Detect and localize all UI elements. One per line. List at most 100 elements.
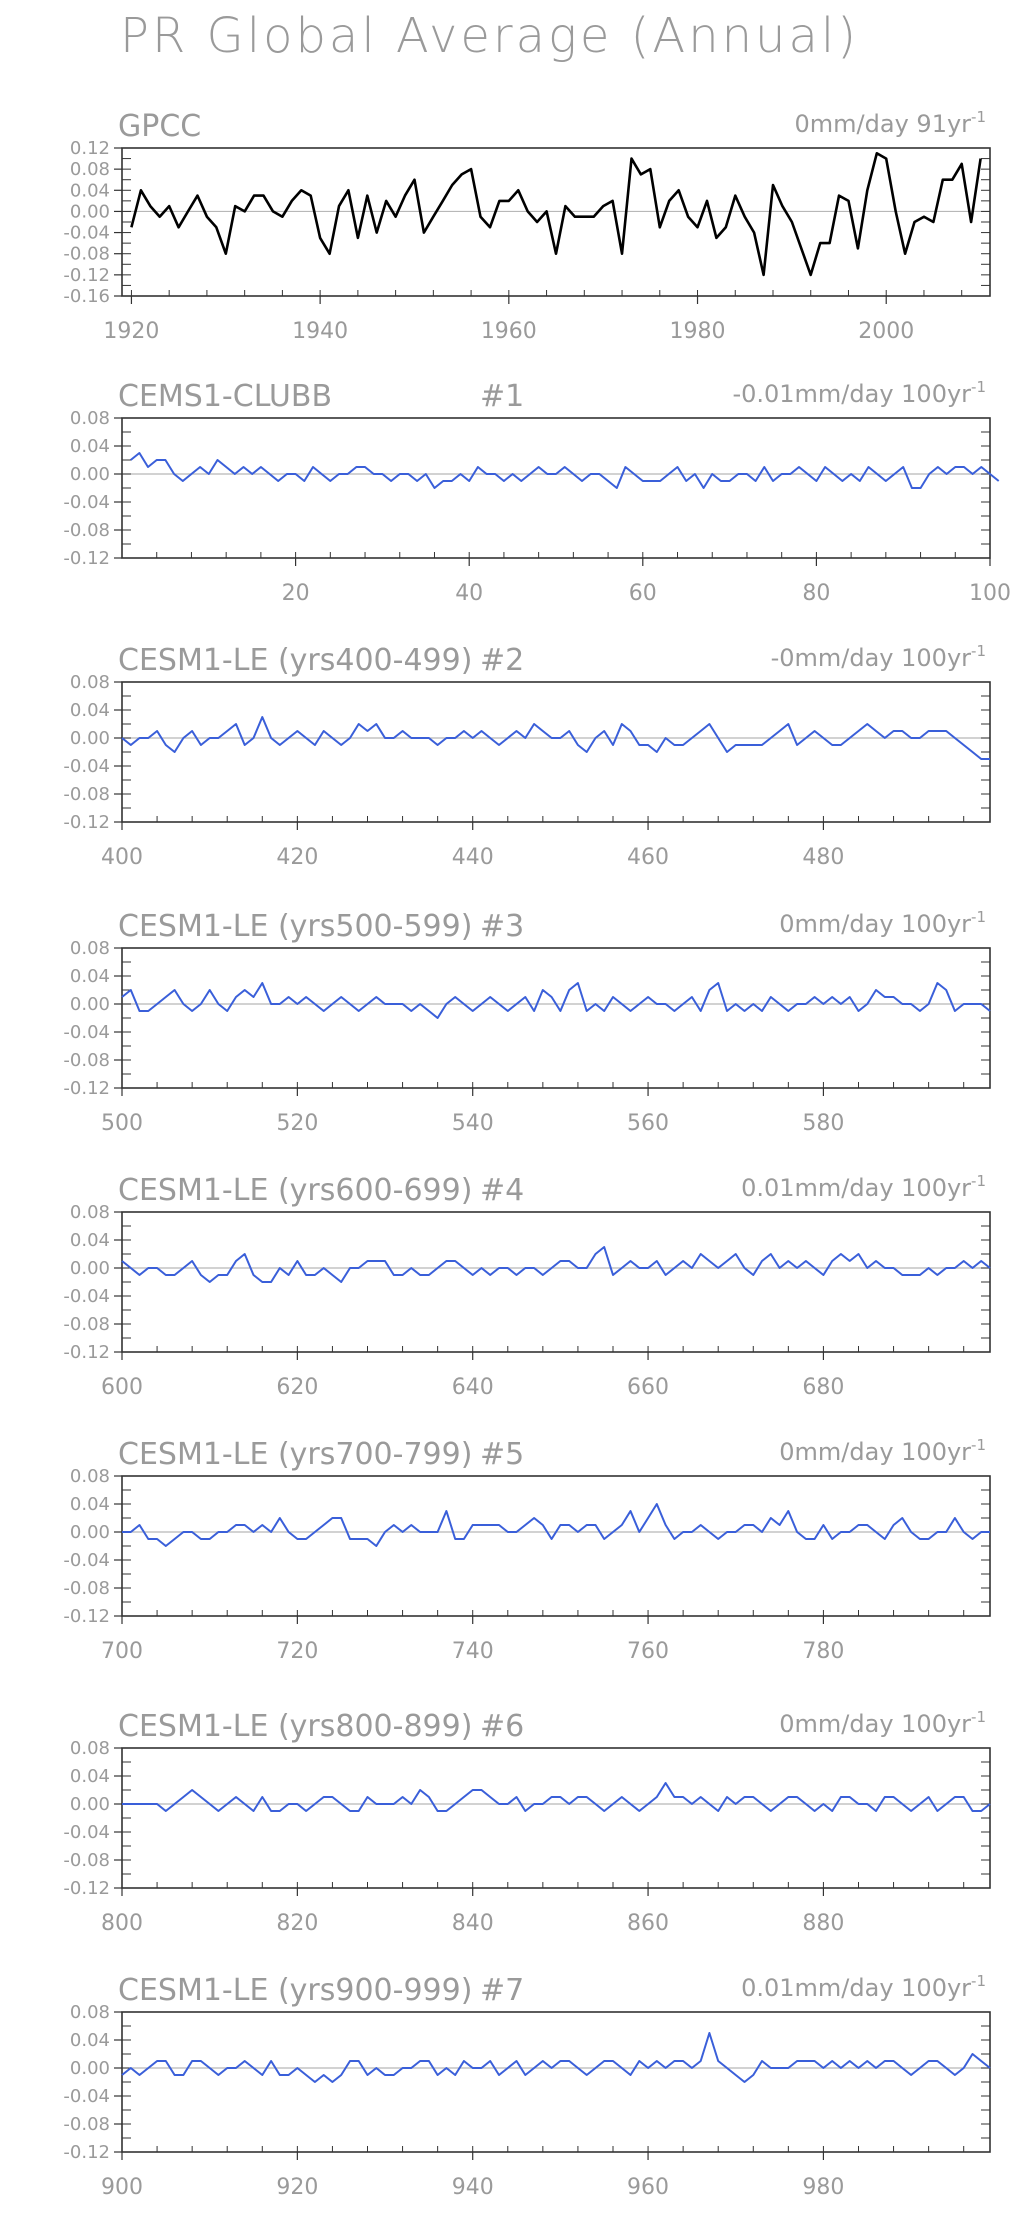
panel-6: CESM1-LE (yrs700-799) #5 0mm/day 100yr-1 0.… — [63, 1436, 991, 1664]
panel-trend-label: 0.01mm/day 100yr-1 — [741, 1172, 986, 1202]
y-tick-label: 0.04 — [70, 2030, 110, 2051]
y-tick-label: 0.04 — [70, 700, 110, 721]
x-tick-label: 20 — [282, 581, 310, 606]
x-tick-label: 720 — [276, 1639, 318, 1664]
y-tick-label: 0.00 — [70, 994, 110, 1015]
panel-title: CESM1-LE (yrs600-699) — [118, 1173, 472, 1208]
plot-frame — [121, 2011, 991, 2153]
x-tick-label: 600 — [101, 1375, 143, 1400]
x-tick-label: 880 — [802, 1911, 844, 1936]
panel-trend-label: -0mm/day 100yr-1 — [771, 642, 986, 672]
y-tick-label: 0.08 — [70, 938, 110, 959]
series-line — [130, 452, 1000, 489]
y-tick-label: -0.12 — [63, 1342, 110, 1363]
y-tick-label: -0.12 — [63, 812, 110, 833]
series-line — [121, 716, 990, 760]
x-tick-label: 660 — [627, 1375, 669, 1400]
y-tick-label: -0.04 — [63, 1550, 110, 1571]
x-tick-label: 480 — [802, 845, 844, 870]
y-tick-label: -0.16 — [63, 286, 110, 307]
x-tick-label: 500 — [101, 1111, 143, 1136]
panel-run-id: #4 — [480, 1173, 524, 1208]
plot-frame — [121, 681, 991, 823]
panel-trend-label: 0mm/day 100yr-1 — [779, 908, 986, 938]
panel-run-id: #7 — [480, 1973, 524, 2008]
series-line — [122, 1503, 990, 1547]
x-tick-label: 400 — [101, 845, 143, 870]
panel-trend-label: 0mm/day 100yr-1 — [779, 1708, 986, 1738]
x-tick-label: 700 — [101, 1639, 143, 1664]
x-tick-label: 1960 — [481, 319, 537, 344]
panel-5: CESM1-LE (yrs600-699) #4 0.01mm/day 100yr-… — [63, 1172, 991, 1400]
x-tick-label: 460 — [627, 845, 669, 870]
trend-text: -0.01mm/day 100yr — [732, 380, 971, 408]
y-tick-label: -0.08 — [63, 1850, 110, 1871]
y-tick-label: -0.04 — [63, 756, 110, 777]
y-tick-label: 0.08 — [70, 1738, 110, 1759]
trend-exponent: -1 — [971, 1972, 986, 1990]
series-line — [130, 152, 982, 277]
panel-title: CESM1-LE (yrs900-999) — [118, 1973, 472, 2008]
y-tick-label: -0.08 — [63, 784, 110, 805]
panel-8: CESM1-LE (yrs900-999) #7 0.01mm/day 100yr-… — [63, 1972, 991, 2200]
x-tick-label: 560 — [627, 1111, 669, 1136]
x-tick-label: 40 — [455, 581, 483, 606]
y-tick-label: 0.12 — [70, 138, 110, 159]
x-tick-label: 960 — [627, 2175, 669, 2200]
plot-frame — [121, 1475, 991, 1617]
y-tick-label: -0.12 — [63, 1606, 110, 1627]
panel-4: CESM1-LE (yrs500-599) #3 0mm/day 100yr-1 0.… — [63, 908, 991, 1136]
y-tick-label: 0.00 — [70, 1794, 110, 1815]
y-tick-label: -0.08 — [63, 1050, 110, 1071]
trend-text: -0mm/day 100yr — [771, 644, 972, 672]
y-tick-label: -0.04 — [63, 1022, 110, 1043]
panel-title: CESM1-LE (yrs800-899) — [118, 1709, 472, 1744]
panel-run-id: #2 — [480, 643, 524, 678]
plot-frame — [121, 417, 991, 559]
trend-exponent: -1 — [971, 642, 986, 660]
y-tick-label: -0.04 — [63, 1822, 110, 1843]
x-tick-label: 840 — [452, 1911, 494, 1936]
panel-title: CESM1-LE (yrs700-799) — [118, 1437, 472, 1472]
y-tick-label: 0.00 — [70, 1522, 110, 1543]
panel-run-id: #6 — [480, 1709, 524, 1744]
y-tick-label: -0.04 — [63, 223, 110, 244]
x-tick-label: 980 — [802, 2175, 844, 2200]
series-line — [121, 2032, 991, 2083]
x-tick-label: 520 — [276, 1111, 318, 1136]
x-tick-label: 1980 — [670, 319, 726, 344]
panel-7: CESM1-LE (yrs800-899) #6 0mm/day 100yr-1 0.… — [63, 1708, 991, 1936]
x-tick-label: 1940 — [292, 319, 348, 344]
panel-trend-label: 0mm/day 100yr-1 — [779, 1436, 986, 1466]
y-tick-label: 0.00 — [70, 201, 110, 222]
x-tick-label: 800 — [101, 1911, 143, 1936]
trend-text: 0.01mm/day 100yr — [741, 1974, 971, 2002]
y-tick-label: -0.12 — [63, 265, 110, 286]
panel-run-id: #1 — [480, 379, 524, 414]
series-line — [121, 1246, 991, 1283]
x-tick-label: 780 — [802, 1639, 844, 1664]
x-tick-label: 760 — [627, 1639, 669, 1664]
y-tick-label: -0.08 — [63, 520, 110, 541]
y-tick-label: 0.00 — [70, 464, 110, 485]
y-tick-label: 0.08 — [70, 2002, 110, 2023]
series-line — [121, 982, 991, 1019]
panel-run-id: #3 — [480, 909, 524, 944]
y-tick-label: 0.04 — [70, 1766, 110, 1787]
x-tick-label: 60 — [629, 581, 657, 606]
y-tick-label: 0.08 — [70, 672, 110, 693]
x-tick-label: 940 — [452, 2175, 494, 2200]
x-tick-label: 580 — [802, 1111, 844, 1136]
y-tick-label: 0.08 — [70, 1466, 110, 1487]
x-tick-label: 900 — [101, 2175, 143, 2200]
panel-title: CEMS1-CLUBB — [118, 379, 332, 414]
plot-frame — [121, 1211, 991, 1353]
y-tick-label: 0.08 — [70, 408, 110, 429]
x-tick-label: 540 — [452, 1111, 494, 1136]
trend-exponent: -1 — [971, 1172, 986, 1190]
y-tick-label: 0.04 — [70, 966, 110, 987]
y-tick-label: 0.04 — [70, 436, 110, 457]
y-tick-label: -0.12 — [63, 2142, 110, 2163]
panel-trend-label: 0mm/day 91yr-1 — [795, 108, 986, 138]
figure-title: PR Global Average (Annual) — [120, 8, 859, 64]
